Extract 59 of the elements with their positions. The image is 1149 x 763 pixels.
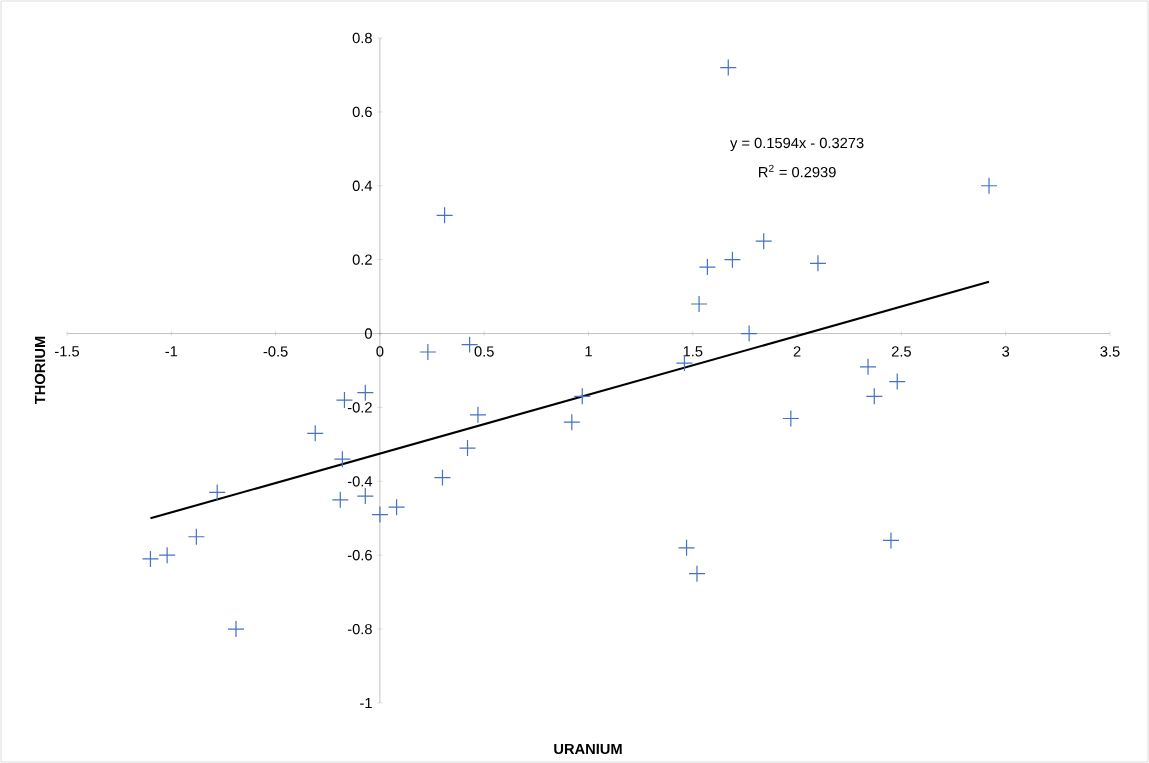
point: [469, 406, 487, 424]
y-tick-label: 0.8: [352, 32, 372, 44]
x-tick-label: -1.5: [55, 346, 80, 357]
x-tick-label: 3: [1002, 346, 1010, 357]
point: [865, 387, 883, 405]
point: [809, 254, 827, 272]
y-tick-label: -0.2: [347, 402, 372, 413]
point: [435, 206, 454, 224]
x-axis-title: URANIUM: [554, 743, 622, 755]
point: [980, 177, 998, 195]
x-tick-label: 3.5: [1100, 346, 1120, 357]
point: [306, 424, 324, 442]
y-tick-label: -0.8: [347, 623, 372, 635]
point: [573, 387, 591, 405]
point: [356, 384, 374, 402]
point: [331, 491, 349, 509]
point: [227, 620, 245, 638]
point: [208, 483, 226, 501]
x-tick-label: 0.5: [474, 346, 494, 357]
point: [141, 550, 160, 568]
point: [690, 295, 708, 313]
point: [333, 450, 351, 468]
point: [888, 372, 906, 391]
point: [677, 539, 696, 557]
point: [158, 546, 176, 564]
point: [688, 565, 706, 583]
annotation: R$^{2}$ = 0.2939: [759, 164, 836, 178]
x-tick-label: 0: [376, 346, 384, 357]
x-tick-label: 2: [793, 346, 801, 357]
point: [755, 232, 773, 250]
y-tick-label: -0.6: [347, 550, 372, 561]
x-tick-label: 1: [585, 346, 592, 357]
point: [433, 469, 452, 487]
point: [740, 324, 758, 343]
x-tick-label: -1: [165, 346, 178, 357]
y-tick-label: 0: [364, 328, 372, 339]
y-tick-label: 0.2: [352, 254, 372, 265]
point: [388, 498, 406, 516]
point: [698, 258, 717, 276]
y-tick-label: 0.4: [352, 180, 373, 191]
y-tick-label: 0.6: [352, 106, 372, 118]
point: [882, 531, 900, 550]
y-tick-label: -1: [360, 697, 372, 709]
point: [419, 343, 437, 361]
point: [563, 413, 581, 431]
annotation: y = 0.1594x - 0.3273: [730, 137, 864, 152]
y-axis-title: THORIUM: [34, 336, 46, 405]
point: [782, 409, 800, 428]
point: [187, 528, 205, 546]
x-tick-label: 1.5: [683, 346, 703, 357]
x-tick-label: 2.5: [891, 346, 911, 357]
point: [371, 505, 389, 524]
point: [859, 358, 877, 376]
y-tick-label: -0.4: [347, 476, 373, 487]
x-tick-label: -0.5: [263, 346, 288, 357]
point: [356, 487, 374, 505]
point: [723, 251, 742, 269]
point: [458, 439, 477, 457]
point: [719, 58, 737, 77]
